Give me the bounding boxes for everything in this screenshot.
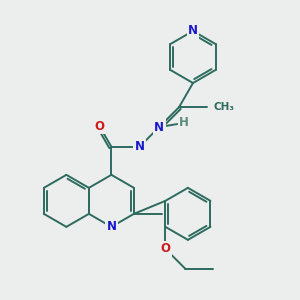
Text: H: H [179,116,189,128]
Text: CH₃: CH₃ [214,102,235,112]
Text: N: N [154,121,164,134]
Text: O: O [160,242,170,255]
Text: N: N [134,140,144,153]
Text: O: O [94,120,104,133]
Text: N: N [106,220,116,233]
Text: N: N [188,25,198,38]
